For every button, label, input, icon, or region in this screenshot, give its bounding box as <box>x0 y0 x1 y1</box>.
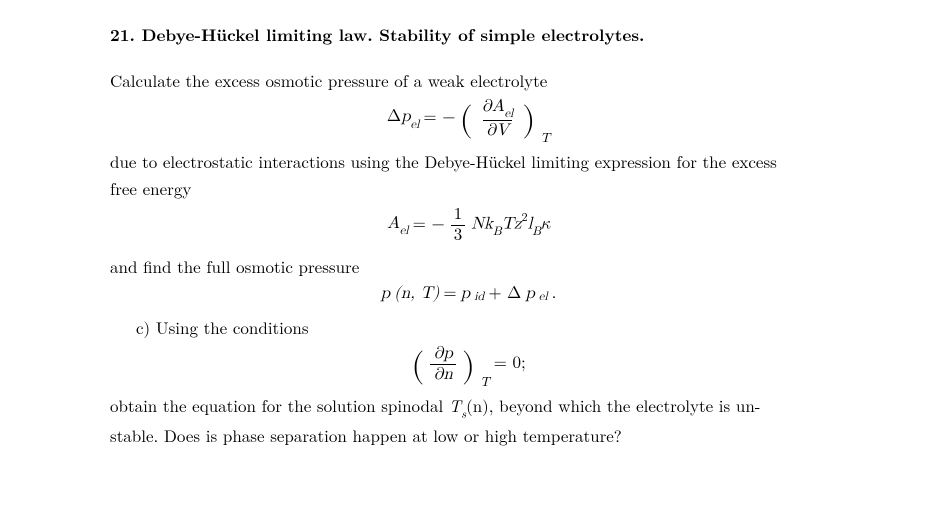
eq1-lhs: Δpel <box>387 106 419 131</box>
equation-3: p(n, T) = pid + Δpel. <box>110 283 827 306</box>
equation-1: Δpel = − ( ∂Ael ∂V ) T <box>110 98 827 140</box>
paragraph-3: and find the full osmotic pressure <box>110 255 827 278</box>
eq2-equals: = − <box>413 214 445 237</box>
equation-4: ( ∂p ∂n ) T = 0; <box>110 345 827 384</box>
eq4-frac: ∂p ∂n <box>430 345 455 384</box>
eq3-p: p <box>381 283 390 306</box>
eq1-frac: ∂Ael ∂V <box>479 98 517 140</box>
eq3-dot: . <box>552 283 557 306</box>
eq1-subT: T <box>541 130 551 148</box>
paragraph-4: obtain the equation for the solution spi… <box>110 394 827 420</box>
paragraph-2b: free energy <box>110 177 827 200</box>
paragraph-c: c) Using the conditions <box>136 316 827 339</box>
eq2-rhs: NkBTz2lBκ <box>471 211 550 239</box>
page: 21. Debye-Hückel limiting law. Stability… <box>0 0 937 475</box>
eq3-args: (n, T) <box>394 283 439 306</box>
eq2-lhs: Ael <box>387 213 409 238</box>
eq3-pid-p: p <box>461 283 470 306</box>
eq3-pel-p: p <box>525 283 534 306</box>
lparen-icon: ( <box>411 355 424 379</box>
eq3-plus: + Δ <box>488 283 521 306</box>
eq3-equals: = <box>443 283 456 306</box>
rparen-icon: ) <box>522 109 535 133</box>
rparen-icon: ) <box>462 355 475 379</box>
eq4-subT: T <box>480 374 490 392</box>
paragraph-1: Calculate the excess osmotic pressure of… <box>110 69 827 92</box>
eq2-frac: 1 3 <box>451 206 466 245</box>
eq3-pel-el: el <box>539 289 548 306</box>
section-title: 21. Debye-Hückel limiting law. Stability… <box>110 24 827 47</box>
eq4-rhs: = 0; <box>494 353 526 376</box>
eq3-pid-id: id <box>474 289 484 306</box>
paragraph-4c: stable. Does is phase separation happen … <box>110 424 827 447</box>
paragraph-2a: due to electrostatic interactions using … <box>110 150 827 173</box>
eq1-equals: = − <box>423 107 455 130</box>
equation-2: Ael = − 1 3 NkBTz2lBκ <box>110 206 827 245</box>
lparen-icon: ( <box>459 109 472 133</box>
